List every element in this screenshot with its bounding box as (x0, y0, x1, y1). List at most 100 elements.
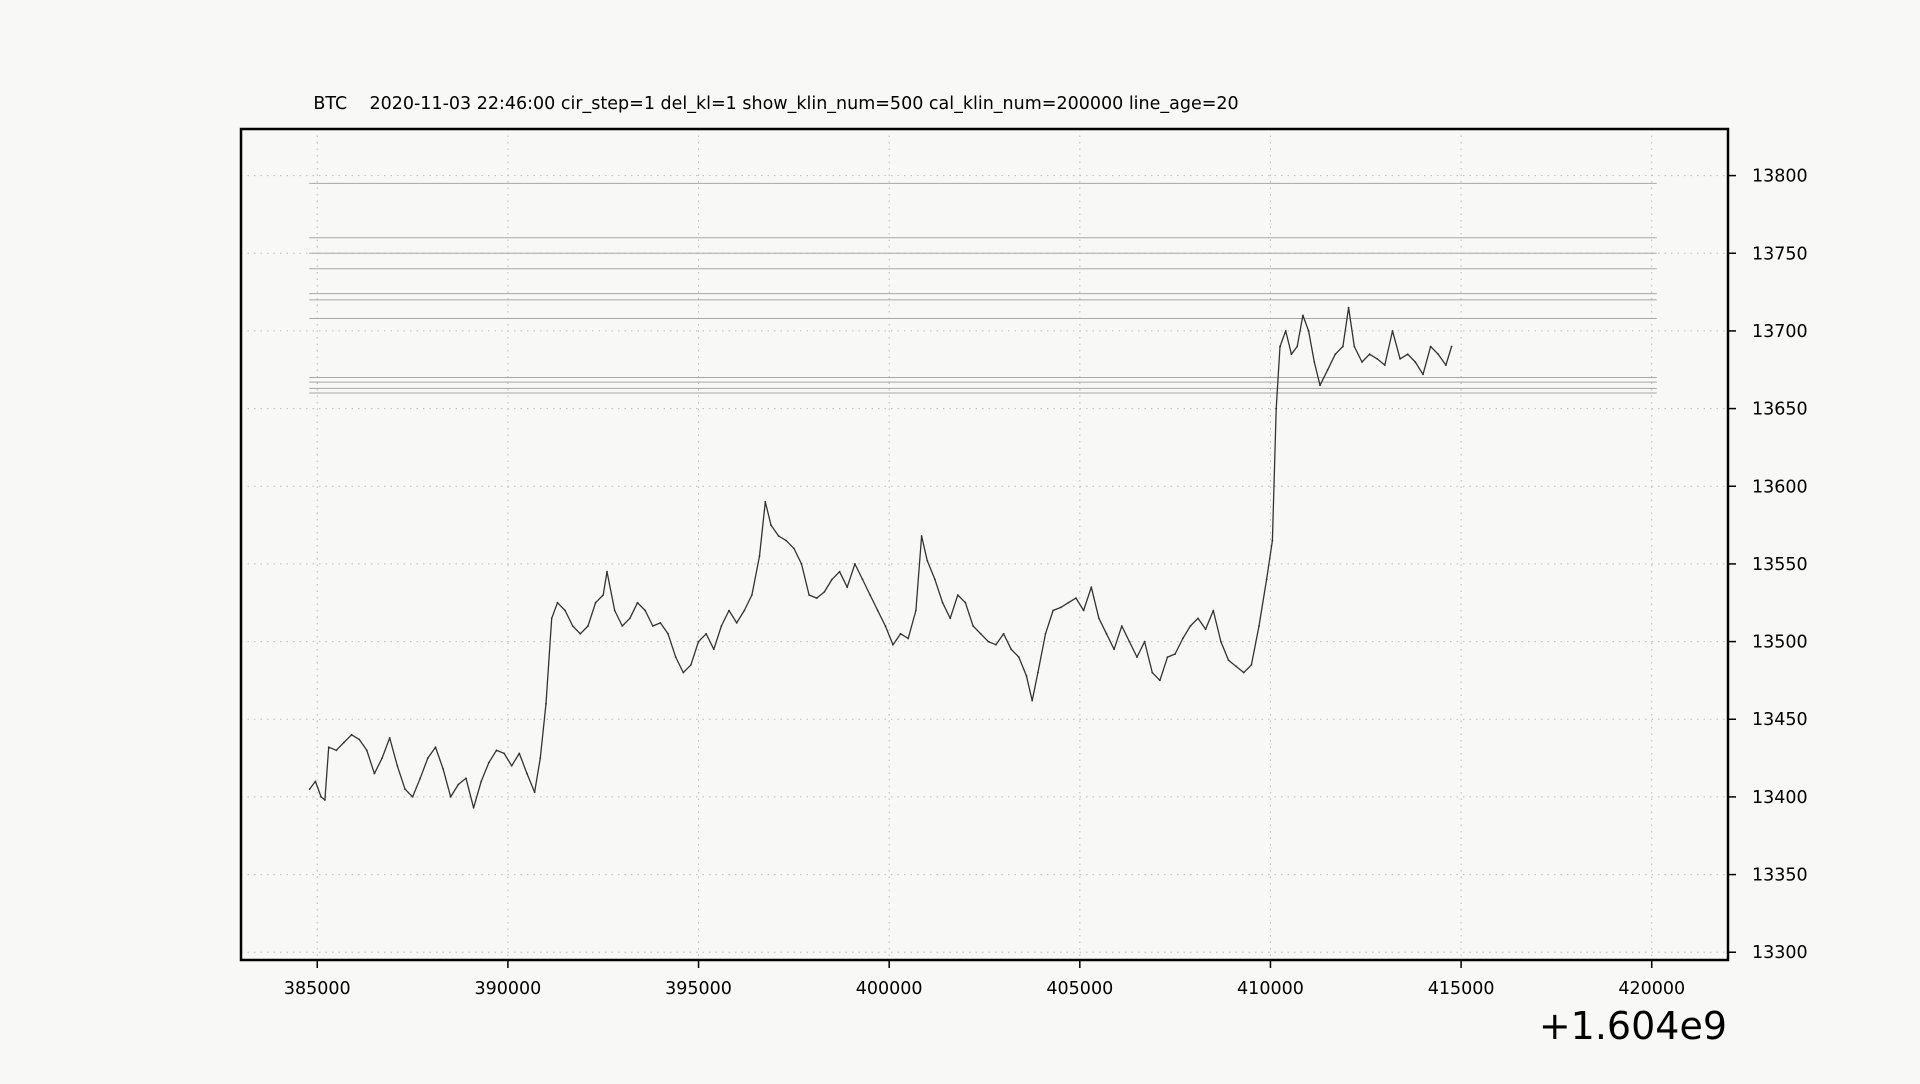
data-point (777, 535, 780, 537)
data-point (1002, 632, 1005, 635)
data-point (1128, 640, 1131, 643)
data-point (539, 757, 542, 759)
data-point (594, 601, 597, 604)
data-point (1181, 637, 1184, 640)
data-point (785, 539, 788, 542)
data-point (602, 594, 605, 596)
data-point (556, 601, 559, 604)
data-point (613, 609, 616, 612)
data-point (1082, 609, 1085, 612)
y-tick-label: 13700 (1752, 322, 1808, 342)
y-tick-label: 13800 (1752, 167, 1808, 187)
data-point (1197, 617, 1199, 620)
data-point (659, 622, 662, 624)
data-point (915, 609, 917, 612)
data-point (1090, 586, 1093, 589)
data-point (465, 777, 467, 780)
data-point (899, 632, 902, 635)
data-point (404, 788, 406, 790)
data-point (1334, 353, 1337, 356)
data-point (869, 594, 871, 596)
data-point (1361, 361, 1363, 363)
data-point (751, 594, 753, 596)
data-point (1290, 353, 1293, 356)
data-point (324, 799, 326, 801)
data-point (1353, 345, 1356, 348)
data-point (320, 796, 322, 798)
data-point (800, 563, 803, 565)
data-point (1265, 578, 1268, 581)
y-tick-label: 13400 (1752, 788, 1808, 808)
x-tick-label: 390000 (474, 979, 541, 999)
data-point (1445, 364, 1447, 366)
data-point (373, 772, 376, 775)
data-point (846, 586, 849, 589)
data-point (1136, 656, 1138, 658)
data-point (381, 757, 383, 759)
x-tick-label: 420000 (1618, 979, 1685, 999)
y-tick-label: 13550 (1752, 555, 1808, 575)
data-point (1120, 625, 1123, 627)
data-point (550, 617, 553, 620)
data-point (861, 578, 864, 581)
data-point (972, 625, 974, 627)
data-point (1212, 609, 1215, 612)
data-point (533, 791, 536, 794)
data-point (1275, 407, 1278, 410)
data-point (564, 609, 566, 612)
data-point (426, 757, 429, 759)
data-point (1204, 628, 1207, 631)
data-point (579, 632, 582, 635)
data-point (1319, 384, 1321, 387)
data-point (1376, 358, 1379, 360)
data-point (495, 749, 498, 752)
data-point (1414, 361, 1417, 363)
data-point (823, 591, 826, 593)
price-series (308, 306, 1453, 809)
x-axis: 385000 390000 395000 400000 405000 410000 4150… (284, 960, 1685, 999)
data-point (327, 746, 330, 749)
data-point (1326, 368, 1329, 371)
data-point (1284, 330, 1287, 332)
data-point (1143, 640, 1146, 643)
data-point (964, 601, 967, 604)
data-point (1271, 539, 1274, 542)
data-point (674, 656, 677, 658)
data-point (1227, 659, 1230, 662)
data-point (1037, 671, 1039, 674)
data-point (926, 559, 929, 562)
data-point (1098, 617, 1100, 620)
data-point (457, 783, 460, 786)
data-point (545, 702, 547, 705)
data-point (934, 578, 936, 581)
data-point (907, 637, 910, 640)
data-point (941, 601, 944, 604)
data-point (1031, 699, 1034, 702)
data-point (876, 609, 879, 612)
data-point (690, 664, 692, 666)
x-tick-label: 410000 (1237, 979, 1304, 999)
data-point (979, 632, 982, 635)
data-point (808, 594, 810, 596)
data-point (1391, 330, 1394, 332)
data-point (1250, 664, 1253, 666)
data-point (472, 806, 475, 809)
level-lines (309, 182, 1657, 394)
data-point (449, 796, 452, 798)
data-point (651, 625, 654, 627)
data-point (1017, 656, 1020, 658)
data-point (1025, 674, 1028, 677)
x-axis-offset-label: +1.604e9 (1539, 1004, 1727, 1048)
data-point (419, 777, 422, 780)
data-point (892, 643, 894, 646)
data-point (1174, 653, 1176, 655)
data-point (764, 500, 767, 503)
data-point (644, 609, 647, 612)
data-point (920, 535, 923, 537)
data-point (621, 625, 624, 627)
data-point (1307, 330, 1310, 332)
data-point (1242, 671, 1245, 674)
data-point (1067, 601, 1070, 604)
data-point (1437, 353, 1440, 356)
